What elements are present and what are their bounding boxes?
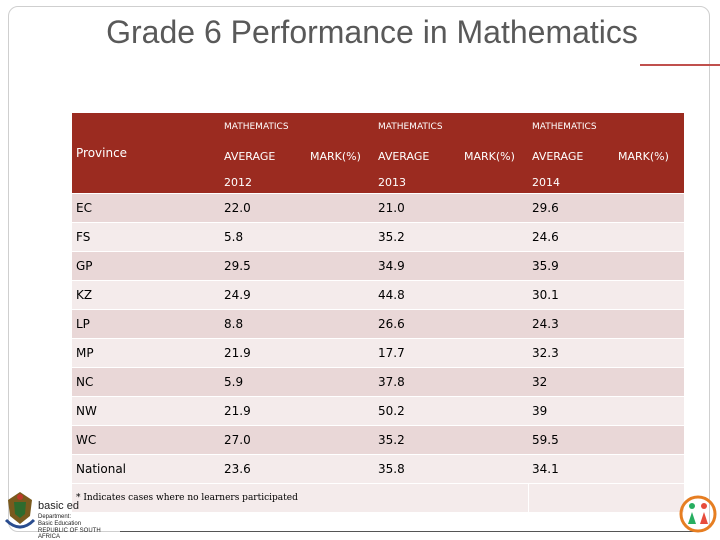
table-row: WC 27.0 35.2 59.5 bbox=[72, 425, 684, 454]
header-year-2012: 2012 bbox=[220, 171, 374, 193]
value-2012: 8.8 bbox=[220, 309, 374, 338]
header-average-2012: AVERAGE bbox=[220, 141, 306, 171]
header-average-2013: AVERAGE bbox=[374, 141, 460, 171]
campaign-logo-icon bbox=[679, 495, 717, 533]
value-2013: 50.2 bbox=[374, 396, 528, 425]
value-2012: 27.0 bbox=[220, 425, 374, 454]
logo-basic-education: Basic Education bbox=[38, 521, 82, 527]
value-2012: 23.6 bbox=[220, 454, 374, 483]
header-year-2014: 2014 bbox=[528, 171, 684, 193]
value-2012: 5.8 bbox=[220, 222, 374, 251]
province-cell: LP bbox=[72, 309, 220, 338]
footer-divider bbox=[120, 531, 700, 532]
value-2014: 24.6 bbox=[528, 222, 684, 251]
header-subject-2012: MATHEMATICS bbox=[220, 113, 374, 141]
value-2014: 35.9 bbox=[528, 251, 684, 280]
value-2013: 35.8 bbox=[374, 454, 528, 483]
province-cell: GP bbox=[72, 251, 220, 280]
value-2012: 24.9 bbox=[220, 280, 374, 309]
value-2014: 34.1 bbox=[528, 454, 684, 483]
value-2012: 21.9 bbox=[220, 338, 374, 367]
value-2014: 59.5 bbox=[528, 425, 684, 454]
footnote-empty-cell bbox=[528, 483, 684, 512]
table-row: LP 8.8 26.6 24.3 bbox=[72, 309, 684, 338]
table-row: NW 21.9 50.2 39 bbox=[72, 396, 684, 425]
table-row: NC 5.9 37.8 32 bbox=[72, 367, 684, 396]
value-2012: 22.0 bbox=[220, 193, 374, 222]
value-2013: 26.6 bbox=[374, 309, 528, 338]
value-2013: 35.2 bbox=[374, 425, 528, 454]
value-2013: 17.7 bbox=[374, 338, 528, 367]
province-cell: EC bbox=[72, 193, 220, 222]
footnote: * Indicates cases where no learners part… bbox=[72, 483, 528, 512]
province-cell: NC bbox=[72, 367, 220, 396]
header-subject-2013: MATHEMATICS bbox=[374, 113, 528, 141]
logo-republic: REPUBLIC OF SOUTH AFRICA bbox=[38, 528, 101, 540]
value-2014: 32.3 bbox=[528, 338, 684, 367]
header-mark-2013: MARK(%) bbox=[460, 141, 528, 171]
logo-brand: basic ed bbox=[38, 500, 79, 512]
value-2012: 29.5 bbox=[220, 251, 374, 280]
province-cell: NW bbox=[72, 396, 220, 425]
value-2012: 21.9 bbox=[220, 396, 374, 425]
value-2014: 32 bbox=[528, 367, 684, 396]
value-2013: 35.2 bbox=[374, 222, 528, 251]
table-row: KZ 24.9 44.8 30.1 bbox=[72, 280, 684, 309]
province-cell: National bbox=[72, 454, 220, 483]
footnote-row: * Indicates cases where no learners part… bbox=[72, 483, 684, 512]
header-province: Province bbox=[72, 113, 220, 193]
header-year-2013: 2013 bbox=[374, 171, 528, 193]
value-2014: 30.1 bbox=[528, 280, 684, 309]
province-cell: WC bbox=[72, 425, 220, 454]
accent-line bbox=[640, 64, 720, 66]
value-2014: 39 bbox=[528, 396, 684, 425]
province-cell: KZ bbox=[72, 280, 220, 309]
slide-title: Grade 6 Performance in Mathematics bbox=[106, 14, 638, 50]
coat-of-arms-icon bbox=[4, 492, 36, 529]
value-2014: 24.3 bbox=[528, 309, 684, 338]
value-2013: 34.9 bbox=[374, 251, 528, 280]
table-row: GP 29.5 34.9 35.9 bbox=[72, 251, 684, 280]
table-row: MP 21.9 17.7 32.3 bbox=[72, 338, 684, 367]
header-mark-2012: MARK(%) bbox=[306, 141, 374, 171]
province-cell: FS bbox=[72, 222, 220, 251]
value-2013: 44.8 bbox=[374, 280, 528, 309]
header-average-2014: AVERAGE bbox=[528, 141, 614, 171]
table-row: EC 22.0 21.0 29.6 bbox=[72, 193, 684, 222]
value-2013: 37.8 bbox=[374, 367, 528, 396]
logo-department: Department: bbox=[38, 514, 72, 520]
department-logo: basic ed Department: Basic Education REP… bbox=[0, 490, 120, 540]
value-2014: 29.6 bbox=[528, 193, 684, 222]
header-subject-2014: MATHEMATICS bbox=[528, 113, 684, 141]
table-row: FS 5.8 35.2 24.6 bbox=[72, 222, 684, 251]
value-2012: 5.9 bbox=[220, 367, 374, 396]
table-row: National 23.6 35.8 34.1 bbox=[72, 454, 684, 483]
province-cell: MP bbox=[72, 338, 220, 367]
value-2013: 21.0 bbox=[374, 193, 528, 222]
performance-table: Province MATHEMATICS MATHEMATICS MATHEMA… bbox=[72, 113, 684, 512]
header-mark-2014: MARK(%) bbox=[614, 141, 684, 171]
